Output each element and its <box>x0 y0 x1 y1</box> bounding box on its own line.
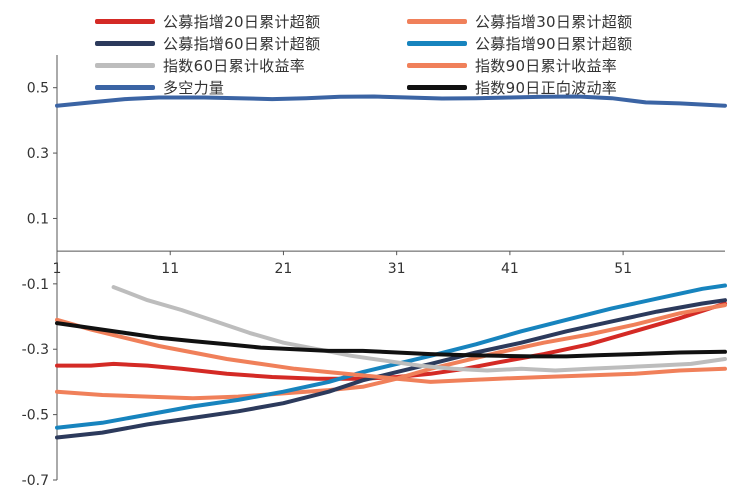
series-line-7 <box>55 94 727 108</box>
x-tick-label: 1 <box>53 261 62 277</box>
legend-label: 公募指增30日累计超额 <box>475 12 633 31</box>
legend-label: 公募指增60日累计超额 <box>163 34 321 53</box>
series-line-4 <box>55 283 727 430</box>
y-tick-label: -0.7 <box>22 473 49 489</box>
legend-item[interactable]: 指数90日正向波动率 <box>407 77 617 97</box>
axes <box>53 55 725 481</box>
y-tick-label: 0.3 <box>27 146 49 162</box>
legend-swatch <box>95 40 155 46</box>
x-tick-label: 11 <box>161 261 179 277</box>
legend-label: 公募指增90日累计超额 <box>475 34 633 53</box>
legend-item[interactable]: 多空力量 <box>95 77 224 97</box>
legend-item[interactable]: 公募指增30日累计超额 <box>407 11 632 31</box>
legend-item[interactable]: 公募指增60日累计超额 <box>95 33 320 53</box>
legend-label: 指数90日正向波动率 <box>475 78 618 97</box>
legend-label: 指数60日累计收益率 <box>163 56 306 75</box>
x-tick-label: 41 <box>501 261 519 277</box>
legend-item[interactable]: 指数90日累计收益率 <box>407 55 617 75</box>
legend-item[interactable]: 公募指增90日累计超额 <box>407 33 632 53</box>
x-tick-label: 31 <box>388 261 406 277</box>
series-line-3 <box>55 298 727 440</box>
series-line-5 <box>111 285 727 373</box>
y-tick-label: 0.5 <box>27 81 49 97</box>
legend-item[interactable]: 公募指增20日累计超额 <box>95 11 320 31</box>
legend-label: 指数90日累计收益率 <box>475 56 618 75</box>
legend-swatch <box>407 84 467 90</box>
legend-swatch <box>407 40 467 46</box>
legend-swatch <box>407 62 467 68</box>
y-tick-label: -0.5 <box>22 408 49 424</box>
legend-swatch <box>95 62 155 68</box>
x-tick-label: 51 <box>614 261 632 277</box>
series-line-6 <box>55 317 727 384</box>
legend: 公募指增20日累计超额 公募指增30日累计超额 公募指增60日累计超额 公募指增… <box>95 11 715 101</box>
x-tick-label: 21 <box>275 261 293 277</box>
legend-item[interactable]: 指数60日累计收益率 <box>95 55 305 75</box>
y-tick-label: 0.1 <box>27 211 49 227</box>
legend-swatch <box>407 18 467 24</box>
legend-swatch <box>95 18 155 24</box>
legend-swatch <box>95 84 155 90</box>
y-tick-label: -0.3 <box>22 342 49 358</box>
legend-label: 公募指增20日累计超额 <box>163 12 321 31</box>
tick-labels: 0.50.30.1-0.1-0.3-0.5-0.71 11 21 31 41 51 <box>22 81 632 489</box>
series-line-8 <box>55 321 727 359</box>
legend-label: 多空力量 <box>163 78 225 97</box>
series-layer <box>55 94 727 440</box>
y-tick-label: -0.1 <box>22 277 49 293</box>
